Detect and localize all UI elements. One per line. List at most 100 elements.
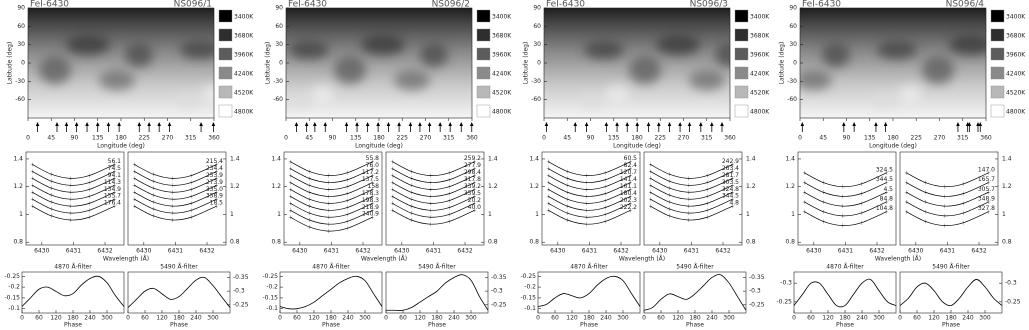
x-tick-label: 0 — [278, 315, 282, 322]
line-profile — [650, 178, 733, 193]
x-tick-label: 0 — [798, 135, 802, 142]
y-tick-label: -0.35 — [749, 274, 765, 281]
phase-arrow — [167, 122, 172, 132]
error-cross — [629, 180, 633, 185]
x-tick-label: 270 — [420, 135, 432, 142]
line-profile — [134, 171, 217, 186]
y-tick-label: 0.8 — [746, 239, 756, 246]
phase-arrow — [294, 122, 299, 132]
phase-label: 324.8 — [722, 186, 739, 193]
line-profile — [650, 191, 733, 207]
y-tick-label: 0.8 — [230, 239, 240, 246]
x-tick-label: 6430 — [394, 248, 409, 255]
x-tick-label: 6431 — [684, 248, 699, 255]
error-cross — [390, 201, 394, 206]
map-spot — [898, 85, 922, 105]
map-spot — [289, 41, 329, 59]
phase-label: 4.8 — [729, 200, 739, 207]
light-curve — [899, 279, 1003, 307]
arrow-head — [573, 122, 578, 126]
error-cross — [30, 162, 34, 167]
y-tick-label: 1.4 — [230, 155, 240, 162]
phase-label: 324.5 — [876, 166, 893, 173]
phase-arrow — [117, 122, 121, 132]
line-profile — [32, 184, 115, 200]
map-x-label: Longitude (deg) — [97, 143, 145, 150]
error-cross — [288, 187, 292, 192]
line-profile — [548, 175, 631, 190]
light-curve — [793, 278, 897, 308]
y-tick-label: 1.2 — [746, 183, 756, 190]
line-profile — [134, 184, 217, 200]
x-tick-label: 315 — [185, 135, 197, 142]
y-tick-label: 1 — [746, 211, 750, 218]
y-tick-label: 1 — [791, 211, 795, 218]
error-cross — [731, 183, 735, 188]
arrow-head — [646, 122, 651, 126]
y-tick-label: 0.8 — [271, 239, 281, 246]
map-spot — [180, 41, 214, 59]
error-cross — [132, 169, 136, 174]
surface-map — [286, 8, 472, 118]
map-spot — [420, 43, 448, 67]
x-tick-label: 180 — [887, 135, 899, 142]
arrow-head — [544, 122, 549, 126]
arrow-head — [874, 122, 878, 126]
legend-swatch — [218, 104, 233, 118]
x-tick-label: 90 — [587, 135, 595, 142]
y-tick-label: 1.4 — [529, 155, 539, 162]
error-cross — [546, 194, 550, 199]
line-profile — [134, 178, 217, 193]
arrow-head — [976, 122, 980, 126]
map-x-label: Longitude (deg) — [869, 143, 917, 150]
legend-swatch — [218, 9, 233, 23]
phase-label: 234.4 — [206, 165, 223, 172]
map-spot — [39, 56, 71, 84]
x-tick-label: 0 — [792, 315, 796, 322]
arrow-head — [397, 122, 401, 126]
profile-x-label: Wavelength (Å) — [875, 256, 921, 263]
error-cross — [390, 166, 394, 171]
x-tick-label: 90 — [843, 135, 851, 142]
profile-frame — [127, 151, 227, 246]
legend-label: 4800K — [750, 109, 770, 116]
error-cross — [390, 159, 394, 164]
phase-arrow — [313, 122, 317, 132]
panel: FeI-6430 NS096/4 3400K 3680K 3960K 4240K 4520K… — [776, 0, 1026, 329]
line-profile — [650, 184, 733, 200]
legend-swatch — [218, 47, 233, 61]
line-profile — [290, 216, 373, 232]
x-tick-label: 270 — [162, 135, 174, 142]
y-tick-label: -0.25 — [491, 301, 507, 308]
arrow-head — [355, 122, 359, 126]
phase-arrow — [635, 122, 640, 132]
y-tick-label: -0.2 — [8, 284, 20, 291]
map-spot — [394, 70, 430, 90]
error-cross — [30, 183, 34, 188]
light-curve — [537, 275, 641, 307]
map-spot — [334, 56, 366, 84]
line-profile — [548, 196, 631, 211]
x-tick-label: 120 — [566, 315, 578, 322]
line-profile — [32, 164, 115, 179]
legend-label: 3400K — [234, 14, 254, 21]
y-tick-label: -0.25 — [749, 301, 765, 308]
x-tick-label: 300 — [617, 315, 629, 322]
x-tick-label: 120 — [672, 315, 684, 322]
y-tick-label: 0 — [793, 60, 797, 67]
arrow-head — [199, 122, 203, 126]
line-profile — [32, 178, 115, 193]
profile-x-label: Wavelength (Å) — [361, 256, 407, 263]
phase-arrow — [418, 122, 422, 132]
legend-swatch — [734, 9, 749, 23]
error-cross — [132, 204, 136, 209]
y-tick-label: 1 — [488, 211, 492, 218]
phase-arrow — [365, 122, 370, 132]
x-tick-label: 45 — [305, 135, 313, 142]
panel-name: NS096/4 — [946, 0, 985, 10]
phase-label: 348.9 — [978, 195, 995, 202]
phase-label: 317.8 — [464, 176, 481, 183]
x-tick-label: 300 — [723, 315, 735, 322]
phase-arrow — [427, 122, 432, 132]
arrow-head — [800, 122, 805, 126]
